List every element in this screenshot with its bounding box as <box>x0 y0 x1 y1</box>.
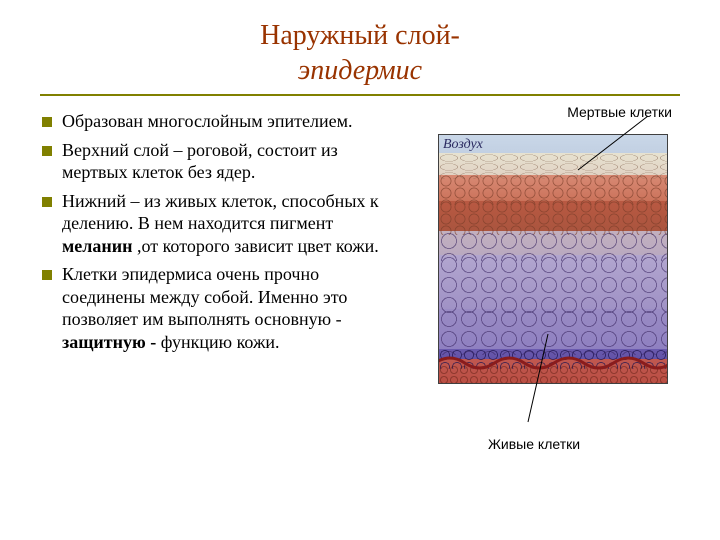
bullet-text: Образован многослойным эпителием. <box>62 110 353 133</box>
slide: Наружный слой- эпидермис Образован много… <box>0 0 720 540</box>
slide-title: Наружный слой- эпидермис <box>40 18 680 88</box>
cells-texture <box>439 255 667 315</box>
figure-label-living-cells: Живые клетки <box>488 436 580 452</box>
content-row: Образован многослойным эпителием. Верхни… <box>40 110 680 384</box>
bullet-marker-icon <box>42 270 52 280</box>
bullet-marker-icon <box>42 197 52 207</box>
diagram-air-label: Воздух <box>443 137 483 153</box>
title-line-2: эпидермис <box>40 53 680 88</box>
bullet-text: Верхний слой – роговой, состоит из мертв… <box>62 139 400 184</box>
bullet-marker-icon <box>42 146 52 156</box>
bullet-text: Клетки эпидермиса очень прочно соединены… <box>62 263 400 353</box>
bullet-marker-icon <box>42 117 52 127</box>
body-text-column: Образован многослойным эпителием. Верхни… <box>40 110 400 359</box>
epidermis-diagram: Воздух <box>438 134 668 384</box>
cells-texture <box>439 201 667 235</box>
title-divider <box>40 94 680 96</box>
bullet-item: Образован многослойным эпителием. <box>40 110 400 133</box>
title-line-1: Наружный слой- <box>40 18 680 53</box>
figure-label-dead-cells: Мертвые клетки <box>567 104 672 120</box>
bullet-item: Клетки эпидермиса очень прочно соединены… <box>40 263 400 353</box>
basal-wave-border <box>438 353 668 371</box>
bullet-item: Нижний – из живых клеток, способных к де… <box>40 190 400 258</box>
bullet-text: Нижний – из живых клеток, способных к де… <box>62 190 400 258</box>
bullet-item: Верхний слой – роговой, состоит из мертв… <box>40 139 400 184</box>
figure-column: Мертвые клетки Воздух <box>418 110 678 384</box>
